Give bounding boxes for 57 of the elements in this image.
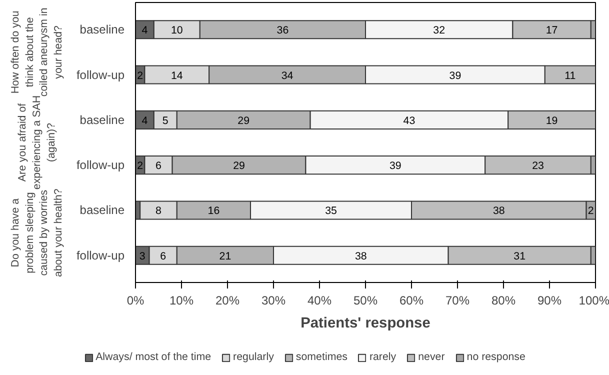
data-label: 39 (449, 70, 462, 82)
x-axis-title: Patients' response (300, 316, 430, 332)
data-label: 35 (325, 205, 337, 218)
data-label: 31 (514, 250, 526, 262)
x-tick-label: 100% (578, 294, 609, 308)
x-tick-label: 50% (353, 294, 378, 308)
x-tick-label: 40% (307, 294, 332, 308)
x-tick-label: 20% (215, 294, 240, 308)
x-tick-label: 90% (537, 294, 562, 308)
legend-label: no response (466, 351, 526, 363)
data-label: 10 (170, 24, 183, 37)
data-label: 11 (564, 70, 576, 82)
data-label: 34 (281, 70, 294, 82)
data-label: 39 (389, 160, 402, 172)
legend-label: regularly (233, 351, 274, 363)
x-tick-label: 60% (399, 294, 424, 308)
y-tick-label: baseline (80, 203, 125, 218)
legend-label: Always/ most of the time (96, 351, 212, 363)
x-tick-label: 80% (491, 294, 516, 308)
text: How often do you think about the coiled aneurysm in your head? (9, 8, 65, 97)
legend-label: never (418, 351, 445, 363)
data-label: 3 (139, 250, 146, 262)
data-label: 38 (354, 250, 367, 262)
y-tick-label: baseline (80, 22, 125, 37)
data-label: 4 (142, 114, 148, 127)
data-label: 2 (137, 70, 144, 82)
data-label: 5 (162, 114, 168, 127)
y-tick-label: baseline (80, 112, 125, 127)
data-label: 36 (276, 24, 289, 37)
data-label: 17 (546, 24, 558, 37)
data-label: 2 (137, 160, 144, 172)
data-label: 38 (492, 205, 505, 218)
y-tick-label: follow-up (76, 158, 125, 172)
data-label: 23 (532, 160, 544, 172)
data-label: 14 (170, 70, 183, 82)
data-label: 29 (238, 114, 250, 127)
data-label: 29 (233, 160, 245, 172)
data-label: 16 (208, 205, 220, 218)
text: Are you afraid of experiencing a SAH (again)? (16, 95, 58, 190)
data-label: 6 (160, 250, 166, 262)
x-tick-label: 70% (445, 294, 470, 308)
text: Do you have a problem sleeping caused by worries about your health? (9, 188, 65, 277)
data-label: 4 (142, 24, 148, 37)
data-label: 21 (219, 250, 232, 262)
data-label: 6 (156, 160, 162, 172)
data-label: 32 (433, 24, 446, 37)
x-tick-label: 0% (126, 294, 144, 308)
data-label: 43 (403, 114, 416, 127)
y-tick-label: follow-up (76, 248, 125, 262)
legend-label: rarely (369, 351, 396, 363)
data-label: 8 (156, 205, 162, 218)
data-label: 19 (546, 114, 558, 127)
data-label: 2 (588, 205, 594, 218)
y-tick-label: follow-up (76, 68, 125, 82)
legend-label: sometimes (296, 351, 348, 363)
x-tick-label: 30% (261, 294, 286, 308)
x-tick-label: 10% (169, 294, 194, 308)
